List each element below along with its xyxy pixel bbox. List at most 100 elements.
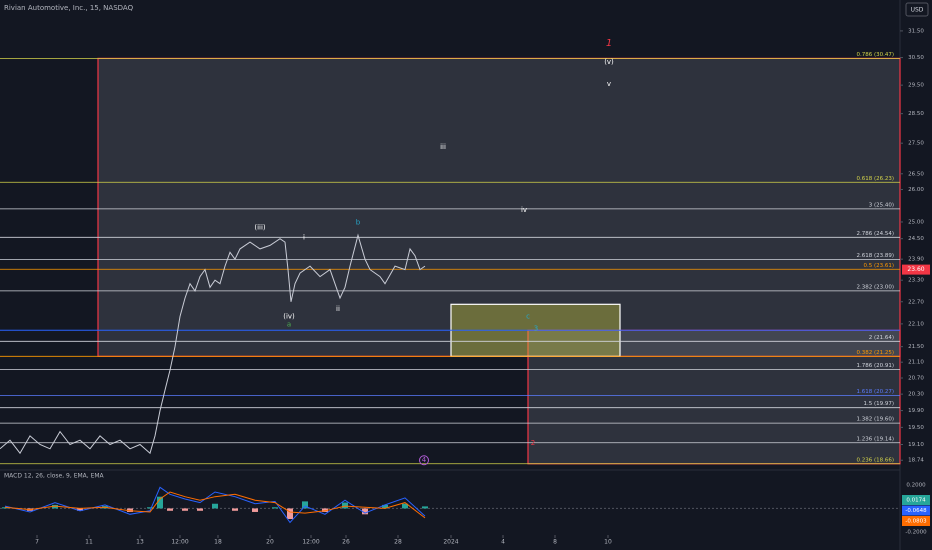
y-tick-label: 30.50 [908,55,924,61]
macd-tick-label: -0.2000 [905,529,927,535]
macd-histogram [272,507,278,509]
macd-tag-label: 0.0174 [906,498,926,504]
y-tick-label: 21.50 [908,344,924,350]
fib-label: 0.236 (18.66) [856,457,894,463]
x-tick-label: 10 [604,539,612,546]
x-tick-label: 12:00 [171,539,188,546]
wave-label: 2 [531,439,535,447]
y-tick-label: 26.50 [908,171,924,177]
fib-label: 1.236 (19.14) [856,436,894,442]
y-tick-label: 23.30 [908,278,924,284]
currency-box [905,2,929,17]
y-tick-label: 19.10 [908,442,924,448]
macd-histogram [232,508,238,511]
wave-label: (iii) [254,223,266,231]
macd-label: MACD 12, 26, close, 9, EMA, EMA [4,473,105,480]
y-tick-label: 23.90 [908,257,924,263]
x-tick-label: 26 [342,539,350,546]
macd-histogram [402,503,408,509]
signal-line [4,491,426,519]
y-tick-label: 31.50 [908,28,924,34]
macd-histogram [362,508,368,515]
fib-label: 0.5 (23.61) [863,263,894,269]
fib-label: 2.786 (24.54) [856,231,894,237]
annotation-circle [419,455,429,466]
price-line [0,233,426,455]
macd-histogram [77,508,83,511]
macd-histogram [167,508,173,511]
macd-histogram [127,508,133,512]
wave-label: v [607,80,611,88]
last-price-label: 23.60 [907,266,924,273]
macd-histogram [422,506,428,509]
wave-label: ii [336,305,340,313]
wave-label: i [303,233,305,241]
fib-label: 0.786 (30.47) [856,52,894,58]
y-tick-label: 24.50 [908,236,924,242]
zone [97,57,901,357]
x-tick-label: 4 [501,539,505,546]
x-tick-label: 8 [553,539,557,546]
macd-histogram [212,503,218,509]
x-tick-label: 20 [266,539,274,546]
macd-histogram [197,508,203,511]
x-tick-label: 11 [85,539,93,546]
y-tick-label: 26.00 [908,187,924,193]
wave-label: (iv) [283,312,295,320]
macd-tag [902,516,930,526]
y-tick-label: 28.50 [908,111,924,117]
y-tick-label: 20.30 [908,392,924,398]
macd-histogram [182,508,188,511]
fib-label: 3 (25.40) [869,202,894,208]
wave-label: 3 [534,324,538,332]
wave-label: a [287,320,291,328]
x-tick-label: 18 [214,539,222,546]
macd-histogram [302,501,308,509]
wave-label: iv [521,206,527,214]
x-tick-label: 2024 [443,539,458,546]
wave-label: iii [440,143,446,151]
y-tick-label: 20.70 [908,376,924,382]
y-tick-label: 19.50 [908,425,924,431]
y-tick-label: 22.70 [908,299,924,305]
last-price-tag [902,264,930,275]
macd-tag [902,505,930,516]
currency: USD [911,7,924,14]
y-tick-label: 29.50 [908,83,924,89]
wave-label: (v) [604,58,614,66]
fib-label: 1.618 (20.27) [856,389,894,395]
y-tick-label: 25.00 [908,219,924,225]
macd-histogram [252,508,258,512]
wave-label: b [356,218,361,226]
wave-label: 4 [422,456,427,464]
x-tick-label: 28 [394,539,402,546]
macd-histogram [342,502,348,509]
y-tick-label: 22.10 [908,321,924,327]
macd-tag [902,495,930,505]
macd-line [4,486,426,524]
wave-label: c [526,312,530,320]
y-tick-label: 27.50 [908,141,924,147]
fib-label: 1.382 (19.60) [856,417,894,423]
macd-tick-label: 0.2000 [906,482,926,488]
macd-histogram [52,504,58,509]
y-tick-label: 19.90 [908,408,924,414]
wave-label: 1 [606,38,612,49]
fib-label: 1.786 (20.91) [856,363,894,369]
fib-label: 2.382 (23.00) [856,284,894,290]
fib-label: 0.382 (21.25) [856,350,894,356]
fib-label: 2.618 (23.89) [856,253,894,259]
macd-histogram [382,504,388,509]
zone [527,329,901,465]
y-tick-label: 18.74 [908,458,924,464]
macd-histogram [147,507,153,509]
macd-histogram [157,496,163,509]
fib-label: 0.618 (26.23) [856,176,894,182]
macd-tag-label: -0.0803 [905,519,927,525]
fib-label: 2 (21.64) [869,335,894,341]
macd-histogram [2,507,8,509]
x-tick-label: 7 [35,539,39,546]
x-tick-label: 13 [136,539,144,546]
